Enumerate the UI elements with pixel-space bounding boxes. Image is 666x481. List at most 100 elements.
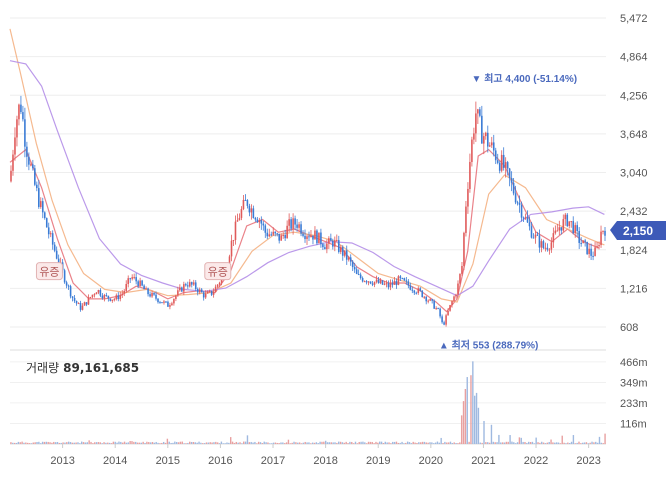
candle-body [65,282,68,286]
candle-body [280,235,282,241]
volume-bar [256,443,258,444]
candle-body [347,257,350,260]
volume-bar [289,443,292,444]
candle-body [471,139,473,162]
volume-bar [140,442,143,444]
candle-body [260,220,263,224]
candle-body [73,298,76,301]
price-tick-label: 4,256 [620,90,648,102]
volume-bar [196,442,198,444]
volume-bar [485,442,487,444]
candle-body [526,217,529,223]
volume-bar [263,441,265,444]
volume-bar [460,415,463,444]
volume-bar [427,442,429,444]
candle-body [187,285,189,287]
volume-bar [604,433,606,444]
volume-bar [228,442,230,444]
price-tick-label: 608 [620,322,638,334]
candle-body [161,302,163,304]
candle-body [149,294,151,297]
volume-bar [561,435,563,444]
candle-body [481,115,483,144]
candle-body [439,308,441,317]
candle-body [574,225,577,234]
volume-bar [155,441,157,444]
candle-body [20,104,22,113]
x-tick-label: 2016 [208,455,232,467]
volume-bar [164,442,167,444]
volume-tick-label: 233m [620,398,648,410]
volume-bar [416,442,418,444]
volume-bar [555,442,558,444]
candle-body [185,284,187,286]
candle-body [290,219,292,229]
candle-body [119,294,122,300]
volume-bar [364,442,366,444]
volume-bar [75,442,77,444]
volume-total-value: 89,161,685 [63,361,139,375]
volume-bar [99,442,102,444]
candle-body [153,292,155,295]
volume-bar [108,442,111,444]
candle-body [405,280,408,282]
candle-body [117,295,120,300]
badge-shape [610,221,666,240]
volume-bar [518,437,521,444]
volume-bar [347,443,349,444]
candle-body [41,201,44,213]
candle-body [502,154,505,168]
volume-bar [507,441,509,444]
volume-bar [207,442,210,444]
volume-bar [453,442,455,444]
candle-body [576,225,578,232]
volume-bar [392,441,394,444]
x-tick-label: 2014 [103,455,127,467]
candle-body [254,217,257,220]
volume-bar [92,443,94,444]
candle-body [38,188,40,207]
volume-bar [600,442,603,444]
volume-bar [131,441,133,444]
candle-body [592,255,594,257]
candle-body [181,287,183,292]
volume-bar [429,442,431,444]
volume-bar [79,443,81,444]
volume-tick-label: 466m [620,357,648,369]
candle-body [415,292,418,294]
volume-bar [419,442,422,444]
candle-body [194,282,197,289]
volume-bar [259,442,262,444]
candle-body [51,233,54,245]
volume-bar [498,434,500,444]
candle-body [216,284,219,287]
volume-bar [66,442,68,444]
volume-bar [231,441,234,444]
candle-body [22,112,24,120]
price-tick-label: 3,648 [620,129,648,141]
candle-body [556,230,559,232]
volume-bar [230,437,232,444]
candle-body [544,247,547,249]
candle-body [463,232,465,266]
candle-body [155,294,157,299]
volume-bar [161,442,163,444]
candle-body [12,154,14,171]
candle-body [337,240,340,252]
candle-body [183,284,185,292]
candle-body [564,214,567,220]
volume-bar [595,441,597,444]
volume-bar [446,442,448,444]
candle-body [258,220,261,223]
candle-body [288,219,290,226]
volume-bar [34,442,36,444]
candle-body [141,280,143,286]
volume-bar [257,441,260,444]
volume-bar [324,440,327,444]
x-tick-label: 2013 [50,455,74,467]
volume-bar [559,443,562,444]
event-marker-box [35,262,63,281]
volume-bar [162,441,165,444]
volume-bar [570,441,573,444]
candle-body [24,119,26,147]
